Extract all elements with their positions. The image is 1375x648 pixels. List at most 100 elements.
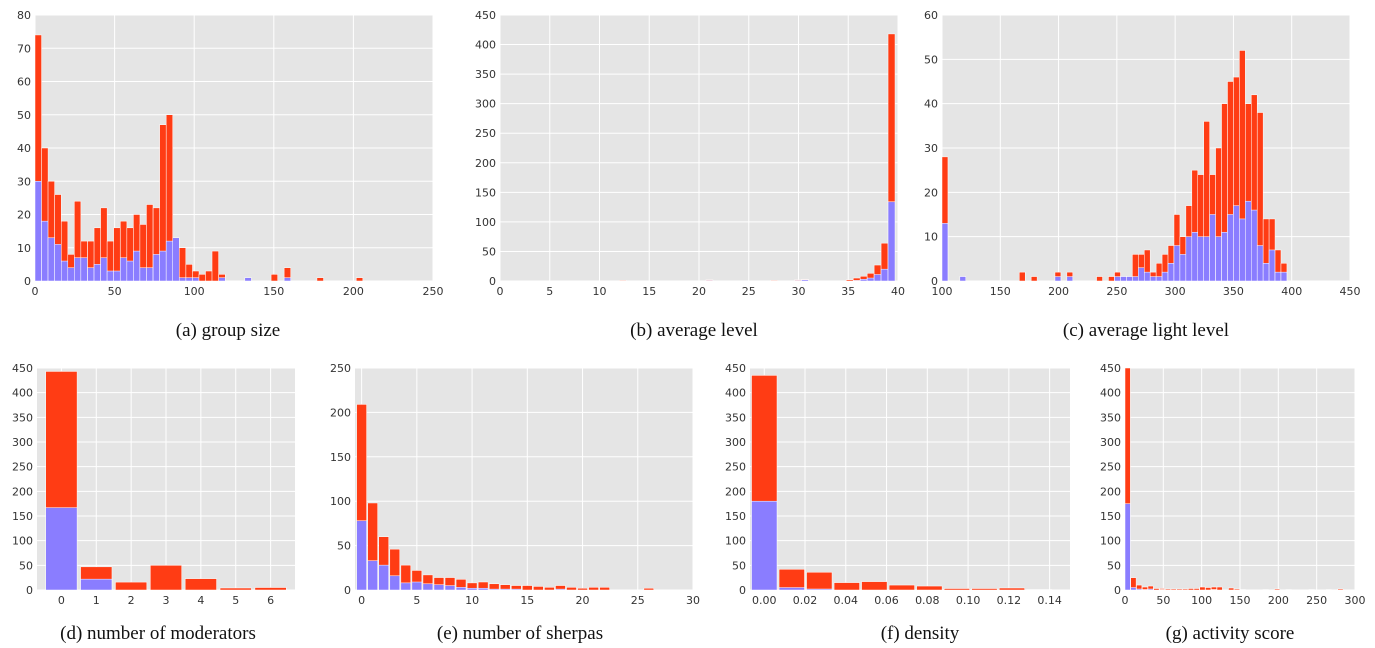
bar-subset xyxy=(873,274,882,282)
chart-g: 0 50 100 150 200 250 300 350 400 450 0 50 100 150 200 2… xyxy=(1100,362,1366,644)
bar-subset xyxy=(1066,276,1074,282)
bar-subset xyxy=(152,254,160,282)
x-tick-label: 0.10 xyxy=(956,594,981,607)
x-tick-label: 30 xyxy=(686,594,700,607)
x-tick-label: 200 xyxy=(1268,594,1289,607)
bar-subset xyxy=(1215,236,1222,282)
x-tick-label: 10 xyxy=(465,594,479,607)
x-tick-label: 5 xyxy=(413,594,420,607)
bar-subset xyxy=(1251,209,1258,282)
bar-subset xyxy=(126,260,134,282)
y-tick-label: 150 xyxy=(12,510,33,523)
bar-subset xyxy=(80,578,113,591)
panel-caption: (g) activity score xyxy=(1166,623,1295,644)
y-tick-label: 150 xyxy=(475,186,496,199)
x-tick-label: 25 xyxy=(742,285,756,298)
bar-total xyxy=(846,279,854,282)
y-tick-label: 450 xyxy=(1100,362,1121,375)
bar-total xyxy=(619,280,627,282)
bar-subset xyxy=(455,587,467,591)
bar-total xyxy=(544,587,555,591)
bar-subset xyxy=(466,587,478,591)
bar-subset xyxy=(511,588,522,591)
bar-total xyxy=(1188,588,1194,591)
y-tick-label: 200 xyxy=(475,157,496,170)
bar-subset xyxy=(87,267,95,282)
x-tick-label: 30 xyxy=(792,285,806,298)
bar-subset xyxy=(751,500,778,591)
bar-subset xyxy=(178,277,187,282)
y-tick-label: 30 xyxy=(17,175,31,188)
bar-subset xyxy=(1268,249,1276,282)
bar-subset xyxy=(1245,200,1252,282)
bar-subset xyxy=(1132,276,1139,282)
y-tick-label: 350 xyxy=(1100,411,1121,424)
bar-total xyxy=(861,581,888,591)
bar-total xyxy=(833,582,860,591)
bar-total xyxy=(599,587,610,591)
x-tick-label: 0 xyxy=(32,285,39,298)
bar-subset xyxy=(283,277,291,282)
y-tick-label: 40 xyxy=(17,142,31,155)
y-tick-label: 250 xyxy=(475,127,496,140)
bar-subset xyxy=(54,244,62,282)
bar-subset xyxy=(1280,271,1288,282)
bar-total xyxy=(115,581,148,591)
y-tick-label: 350 xyxy=(12,411,33,424)
bar-total xyxy=(198,274,206,282)
bar-subset xyxy=(159,250,167,282)
y-tick-label: 0 xyxy=(1114,584,1121,597)
bar-subset xyxy=(1155,276,1163,282)
y-tick-label: 80 xyxy=(17,9,31,22)
bar-subset xyxy=(400,582,412,591)
bar-subset xyxy=(1233,205,1240,282)
y-tick-label: 10 xyxy=(17,242,31,255)
bar-subset xyxy=(74,257,82,282)
bar-subset xyxy=(852,280,861,282)
y-tick-label: 250 xyxy=(12,461,33,474)
bar-subset xyxy=(100,257,108,282)
x-tick-label: 300 xyxy=(1345,594,1366,607)
bar-total xyxy=(211,250,219,282)
bar-subset xyxy=(67,267,75,282)
x-tick-label: 200 xyxy=(343,285,364,298)
bar-total xyxy=(998,587,1025,591)
y-tick-label: 450 xyxy=(725,362,746,375)
y-tick-label: 400 xyxy=(12,387,33,400)
y-tick-label: 150 xyxy=(725,510,746,523)
bar-total xyxy=(1108,276,1115,282)
bar-total xyxy=(778,569,805,591)
x-tick-label: 0 xyxy=(58,594,65,607)
y-tick-label: 200 xyxy=(725,485,746,498)
y-tick-label: 50 xyxy=(732,559,746,572)
x-tick-label: 0.00 xyxy=(752,594,777,607)
bar-subset xyxy=(356,520,367,591)
plot-area xyxy=(355,368,693,590)
y-tick-label: 100 xyxy=(725,535,746,548)
bar-total xyxy=(1216,586,1223,591)
bar-subset xyxy=(120,257,128,282)
bar-subset xyxy=(45,507,78,591)
x-tick-label: 0.04 xyxy=(834,594,859,607)
y-tick-label: 200 xyxy=(1100,485,1121,498)
y-tick-label: 50 xyxy=(19,559,33,572)
bar-total xyxy=(1228,587,1235,591)
y-tick-label: 150 xyxy=(1100,510,1121,523)
bar-total xyxy=(943,588,970,591)
bar-total xyxy=(178,247,187,282)
y-tick-label: 150 xyxy=(330,451,351,464)
bar-total xyxy=(1182,588,1189,591)
bar-subset xyxy=(1191,231,1199,282)
bar-subset xyxy=(1138,267,1145,282)
bar-subset xyxy=(1256,245,1264,282)
bar-subset xyxy=(941,223,949,282)
bar-total xyxy=(219,587,252,591)
bar-subset xyxy=(1221,231,1228,282)
plot-area xyxy=(750,368,1070,590)
bar-subset xyxy=(1054,276,1062,282)
y-tick-label: 300 xyxy=(12,436,33,449)
y-tick-label: 40 xyxy=(924,98,938,111)
bar-total xyxy=(1193,588,1200,591)
chart-c: 0 10 20 30 40 50 60 100 150 200 250 300 350 400 450 (c)… xyxy=(924,9,1361,341)
